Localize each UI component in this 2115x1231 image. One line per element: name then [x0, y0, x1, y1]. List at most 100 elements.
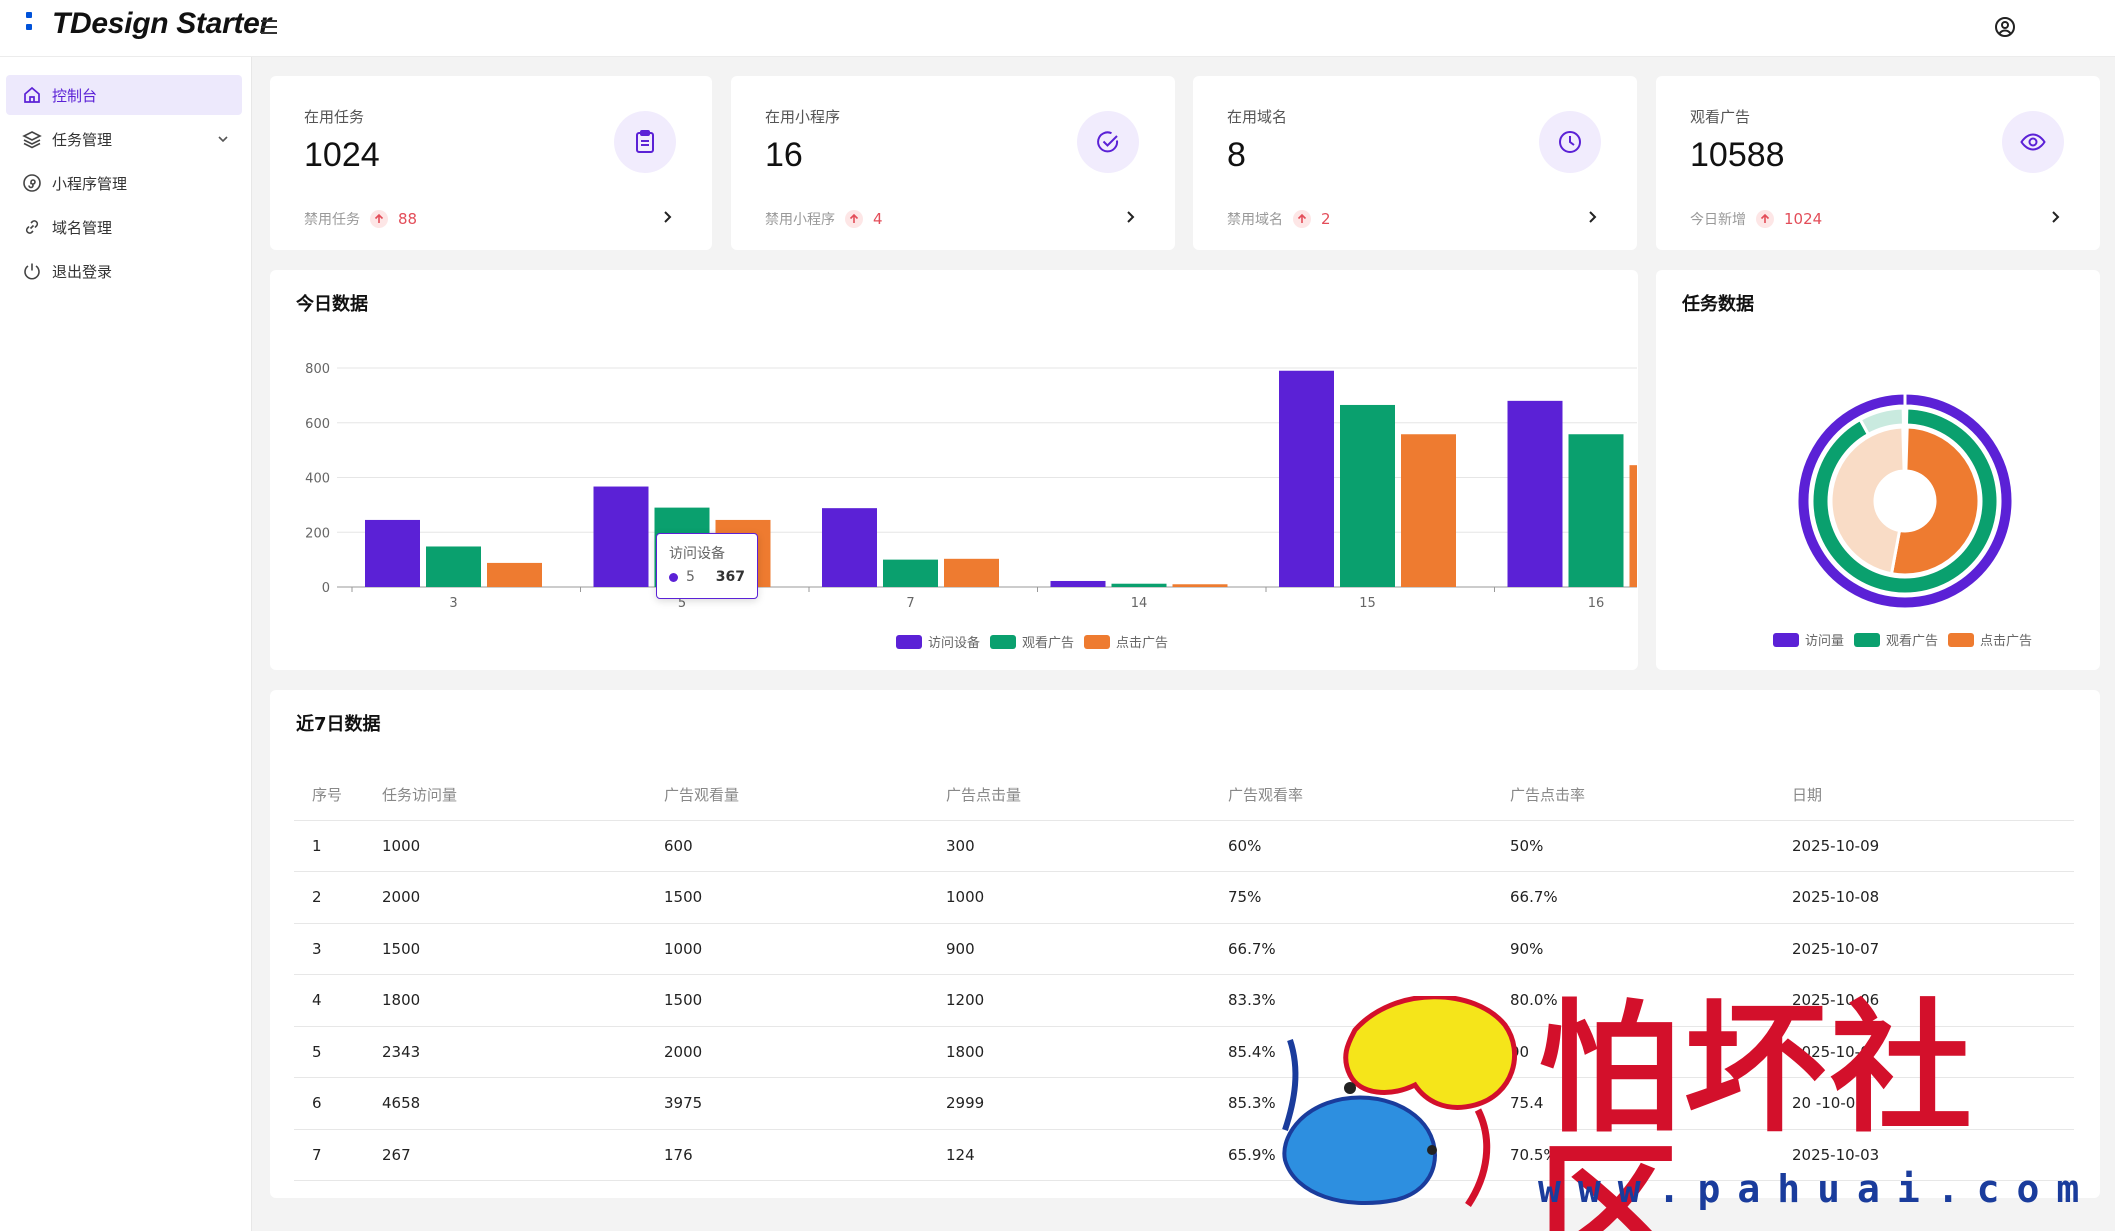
arrow-up-icon: [845, 210, 863, 228]
table-cell: 1000: [382, 820, 664, 872]
legend-item[interactable]: 访问量: [1773, 630, 1844, 649]
donut-slice-visits: [1795, 391, 2015, 611]
table-cell: 1500: [664, 974, 946, 1027]
stat-value: 10588: [1690, 136, 1785, 174]
sidebar-item-mini-programs[interactable]: 小程序管理: [6, 163, 242, 203]
eye-icon: [2002, 111, 2064, 173]
sidebar: 控制台 任务管理 小程序管理 域名管理 退出登录: [0, 57, 252, 1231]
donut-slice-views-rest: [1858, 406, 1906, 437]
stat-card-tasks: 在用任务 1024 禁用任务 88: [270, 76, 712, 250]
stat-sub-value: 4: [873, 210, 883, 228]
task-donut-chart: [1795, 391, 2015, 611]
stat-sub-value: 1024: [1784, 210, 1823, 228]
chevron-right-icon[interactable]: [2046, 208, 2064, 226]
stat-sub: 禁用域名 2: [1227, 209, 1331, 229]
stat-sub: 禁用任务 88: [304, 209, 417, 229]
stat-sub: 禁用小程序 4: [765, 209, 883, 229]
legend-item[interactable]: 点击广告: [1948, 630, 2032, 649]
table-cell: 2000: [382, 871, 664, 924]
sidebar-item-label: 域名管理: [52, 218, 113, 237]
table-cell: 1500: [664, 871, 946, 924]
table-cell: 1200: [946, 974, 1228, 1027]
table-cell: 50%: [1510, 820, 1792, 872]
legend-swatch: [1948, 632, 1975, 647]
legend-item[interactable]: 观看广告: [990, 632, 1074, 651]
table-cell: 66.7%: [1228, 923, 1510, 975]
sidebar-item-tasks[interactable]: 任务管理: [6, 119, 242, 159]
table-cell: 1000: [664, 923, 946, 975]
x-tick-label: 14: [1131, 596, 1148, 611]
table-cell: 1: [294, 820, 382, 872]
user-circle-icon[interactable]: [1993, 15, 2017, 39]
table-cell: 6: [294, 1077, 382, 1130]
top-header: TDesign Starter: [0, 0, 2115, 57]
legend-swatch: [1084, 634, 1111, 649]
stat-value: 1024: [304, 136, 380, 174]
tooltip-category: 5: [686, 569, 695, 585]
sidebar-item-dashboard[interactable]: 控制台: [6, 75, 242, 115]
bar-访问设备: [1051, 581, 1106, 587]
arrow-up-icon: [1756, 210, 1774, 228]
table-cell: 2: [294, 871, 382, 924]
chart-tooltip: 访问设备 5 367: [656, 533, 758, 599]
column-header: 序号: [294, 770, 382, 821]
arrow-up-icon: [1293, 210, 1311, 228]
table-cell: 2025-10-03: [1792, 1129, 2074, 1181]
legend-item[interactable]: 观看广告: [1854, 630, 1938, 649]
stat-sub-value: 2: [1321, 210, 1331, 228]
table-row: 3 1500 1000 900 66.7% 90% 2025-10-07: [294, 923, 2074, 975]
legend-label: 观看广告: [1886, 634, 1939, 649]
x-tick-label: 3: [449, 596, 457, 611]
table-cell: 4658: [382, 1077, 664, 1130]
x-tick-label: 7: [906, 596, 914, 611]
bar-访问设备: [1279, 371, 1334, 587]
sidebar-item-label: 控制台: [52, 86, 98, 105]
table-cell: 2999: [946, 1077, 1228, 1130]
table-cell: 2025-10-0: [1792, 1026, 2074, 1078]
sidebar-item-logout[interactable]: 退出登录: [6, 251, 242, 291]
chevron-down-icon[interactable]: [216, 132, 230, 146]
tooltip-value: 367: [715, 569, 745, 585]
column-header: 广告观看率: [1228, 770, 1510, 821]
logo-icon: [26, 12, 34, 40]
table-cell: 2025-10-06: [1792, 974, 2074, 1027]
stat-value: 8: [1227, 136, 1246, 174]
legend-label: 访问量: [1805, 634, 1845, 649]
table-cell: 90: [1510, 1026, 1792, 1078]
chevron-right-icon[interactable]: [1121, 208, 1139, 226]
donut-slice-views: [1810, 406, 2000, 596]
table-cell: 70.5%: [1510, 1129, 1792, 1181]
table-cell: 600: [664, 820, 946, 872]
column-header: 任务访问量: [382, 770, 664, 821]
table-cell: 1000: [946, 871, 1228, 924]
watermark-url: www.pahuai.com: [1538, 1167, 2097, 1211]
chevron-right-icon[interactable]: [1583, 208, 1601, 226]
donut-slice-clicks-rest: [1829, 425, 1906, 576]
stat-label: 观看广告: [1690, 108, 1751, 126]
menu-toggle-icon[interactable]: [258, 16, 280, 38]
legend-label: 访问设备: [928, 636, 981, 651]
sidebar-item-label: 任务管理: [52, 130, 113, 149]
table-cell: 5: [294, 1026, 382, 1078]
table-cell: 1500: [382, 923, 664, 975]
stat-label: 在用小程序: [765, 108, 841, 126]
bar-观看广告: [426, 546, 481, 587]
chevron-right-icon[interactable]: [658, 208, 676, 226]
bar-观看广告: [1112, 584, 1167, 587]
table-cell: 75%: [1228, 871, 1510, 924]
stat-sub-label: 禁用小程序: [765, 212, 835, 228]
bar-访问设备: [822, 508, 877, 587]
legend-item[interactable]: 访问设备: [896, 632, 980, 651]
table-cell: 80.0%: [1510, 974, 1792, 1027]
sidebar-item-label: 小程序管理: [52, 174, 128, 193]
y-tick-label: 800: [305, 362, 330, 377]
legend-item[interactable]: 点击广告: [1084, 632, 1168, 651]
bar-点击广告: [1173, 584, 1228, 587]
sidebar-item-domains[interactable]: 域名管理: [6, 207, 242, 247]
card-title: 今日数据: [296, 294, 368, 315]
table-cell: 1800: [382, 974, 664, 1027]
tooltip-series: 访问设备: [669, 546, 725, 562]
legend-label: 点击广告: [1116, 636, 1169, 651]
stat-sub-label: 禁用域名: [1227, 212, 1283, 228]
stat-sub: 今日新增 1024: [1690, 209, 1822, 229]
